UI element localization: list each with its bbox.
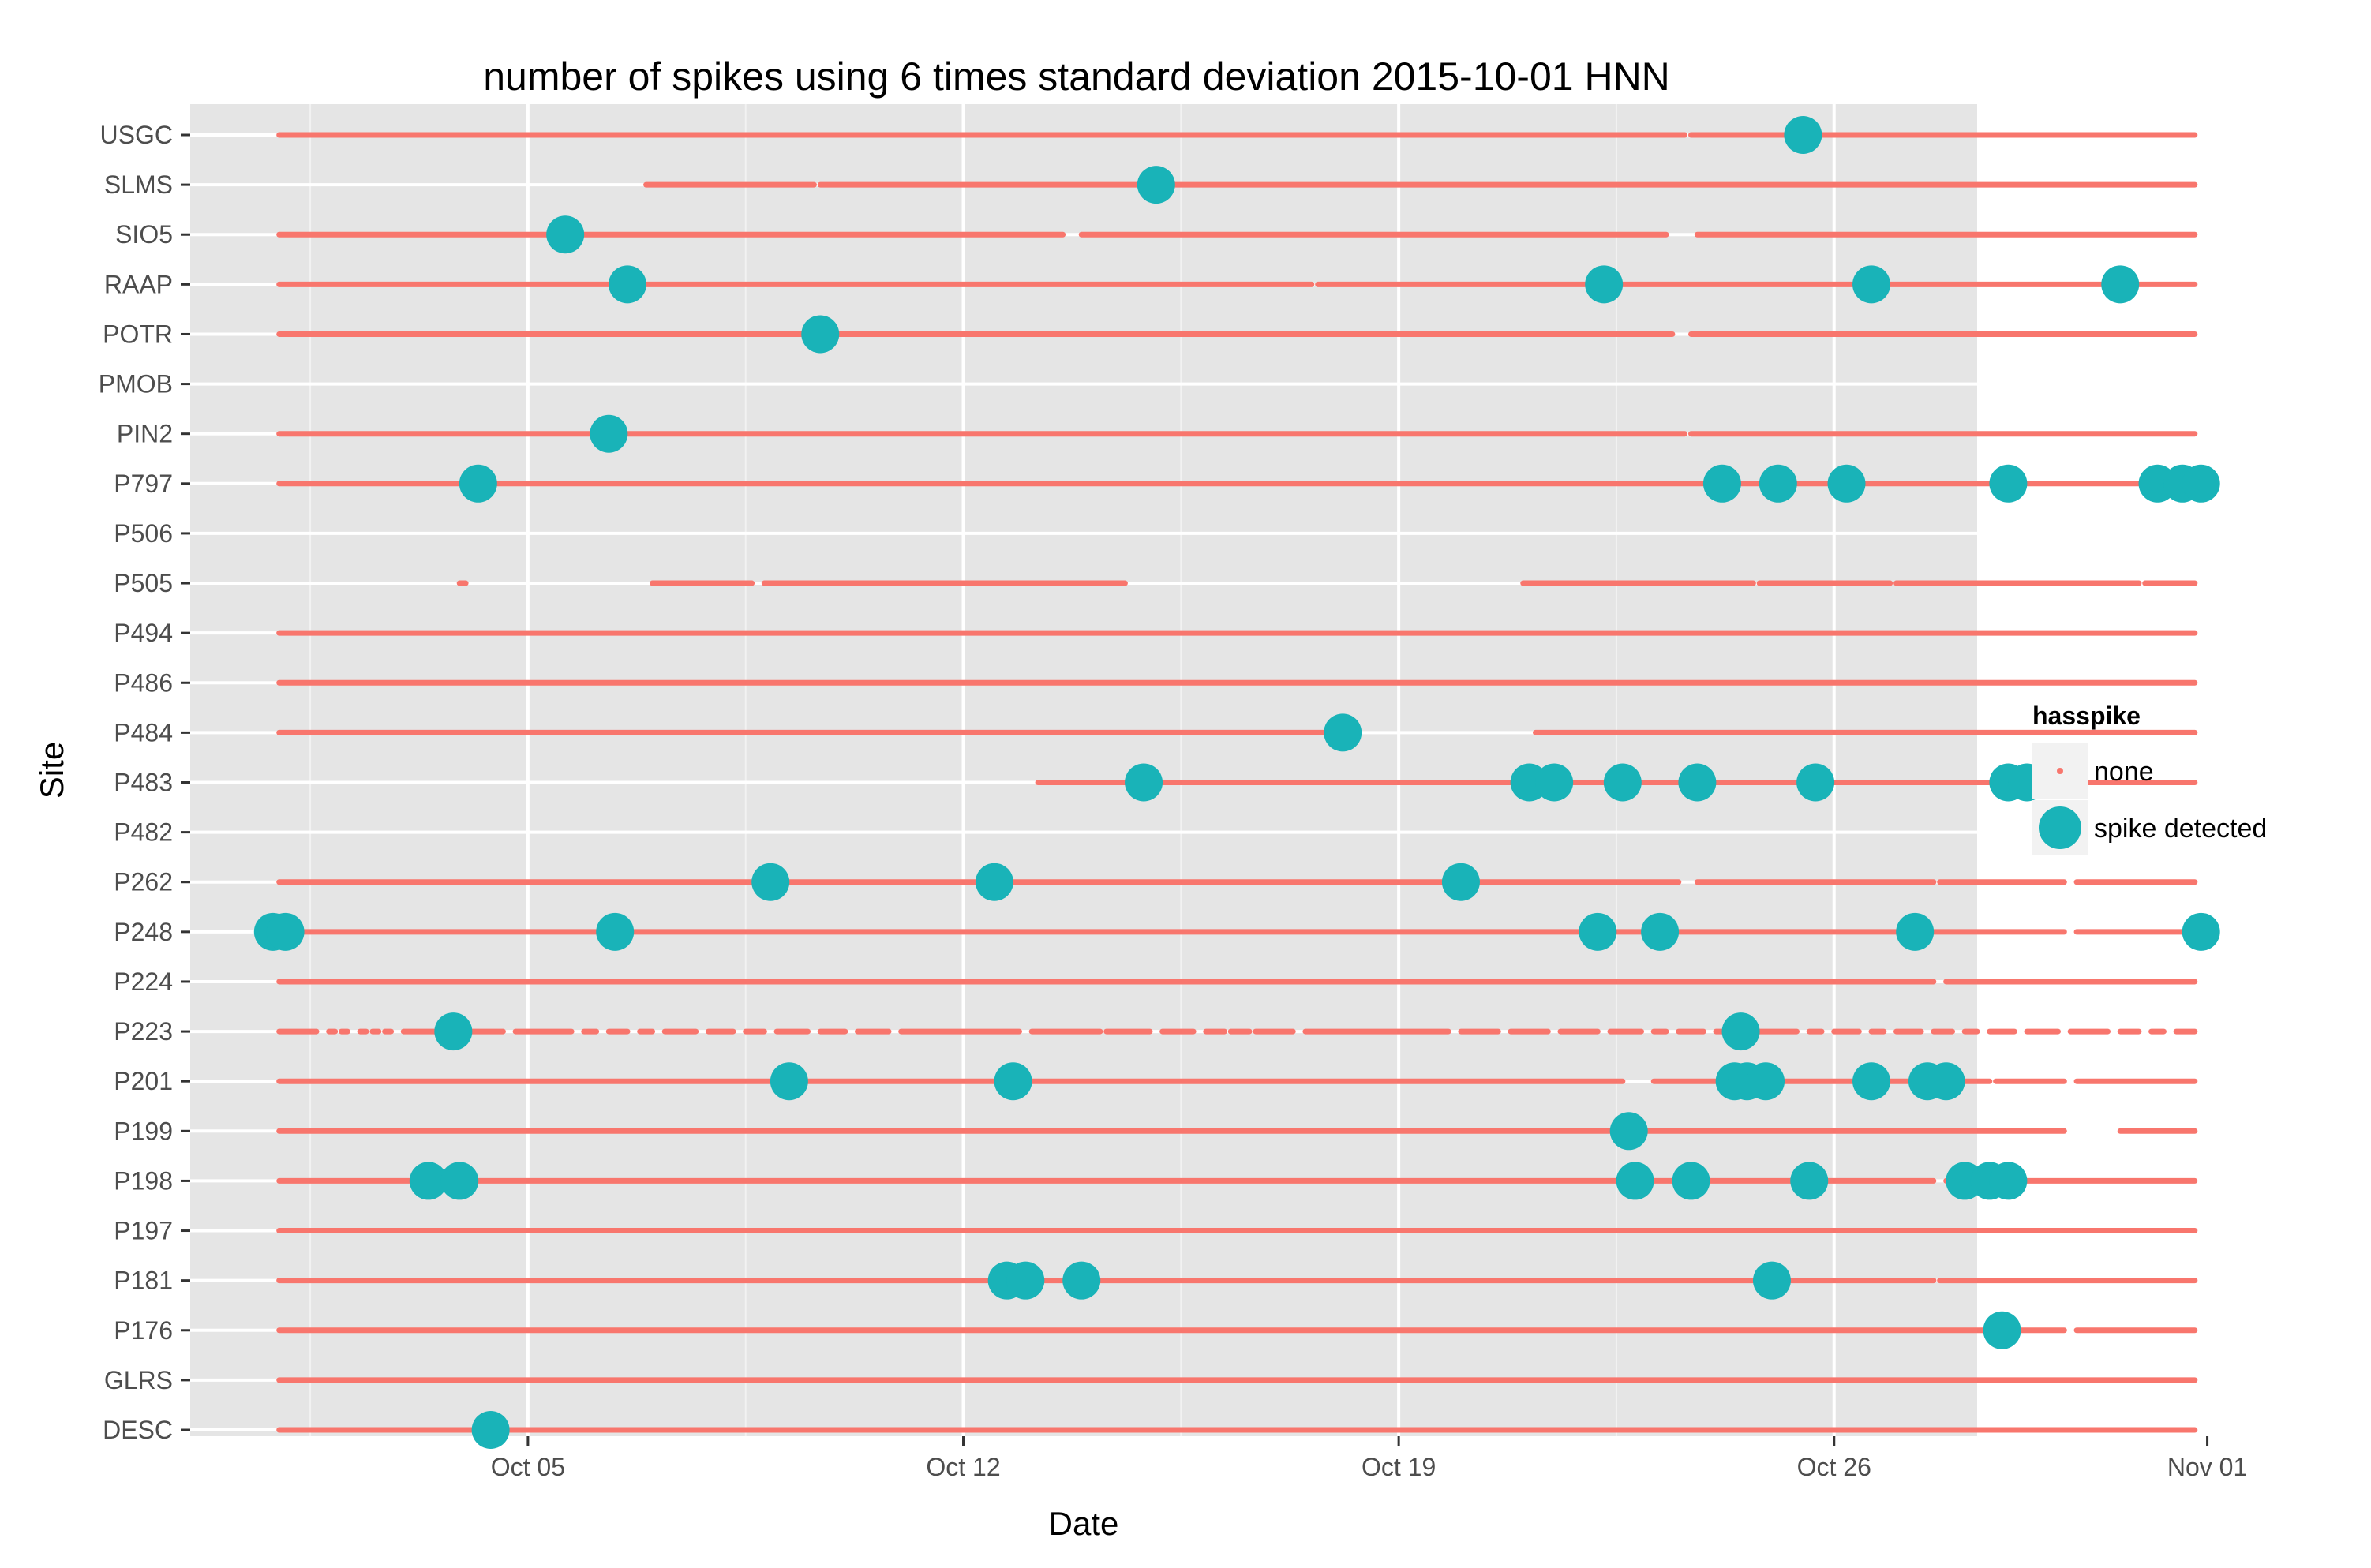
spike-series-points — [253, 116, 2220, 1449]
spike-point — [590, 414, 628, 453]
y-tick-label: DESC — [103, 1416, 173, 1444]
x-axis: Oct 05 Oct 12 Oct 19 Oct 26 Nov 01 — [491, 1436, 2247, 1481]
spike-point — [751, 863, 790, 901]
spike-point — [770, 1062, 808, 1101]
spike-point — [1721, 1012, 1760, 1051]
spike-point — [1585, 265, 1624, 304]
y-tick-label: P486 — [114, 668, 173, 697]
spike-point — [1616, 1162, 1654, 1200]
x-tick-label: Oct 12 — [926, 1453, 1000, 1481]
y-tick-label: P198 — [114, 1166, 173, 1195]
x-axis-title: Date — [1049, 1505, 1119, 1542]
spike-point — [1672, 1162, 1710, 1200]
spike-point — [1796, 763, 1835, 802]
spike-point — [2182, 912, 2220, 951]
spike-point — [1983, 1311, 2021, 1349]
x-tick-label: Oct 19 — [1362, 1453, 1436, 1481]
spike-point — [1137, 166, 1175, 204]
spike-point — [1852, 265, 1891, 304]
x-tick-label: Oct 26 — [1797, 1453, 1871, 1481]
spike-point — [471, 1411, 510, 1449]
spike-point — [1759, 464, 1797, 503]
y-tick-label: P506 — [114, 519, 173, 548]
spike-point — [1852, 1062, 1891, 1101]
legend-label-none: none — [2094, 757, 2154, 787]
spike-point — [1324, 713, 1362, 752]
y-tick-label: P484 — [114, 718, 173, 747]
spike-point — [1989, 1162, 2028, 1200]
spike-point — [1989, 464, 2028, 503]
spike-point — [266, 912, 305, 951]
spike-point — [459, 464, 497, 503]
y-tick-label: P505 — [114, 569, 173, 597]
legend-label-spike: spike detected — [2094, 814, 2267, 844]
y-tick-label: P248 — [114, 918, 173, 946]
spike-point — [1678, 763, 1717, 802]
y-tick-label: P797 — [114, 470, 173, 498]
y-tick-label: P223 — [114, 1017, 173, 1046]
legend-swatch-spike — [2039, 806, 2081, 849]
y-axis-title: Site — [33, 742, 70, 799]
plot-panel — [190, 104, 1977, 1436]
spike-point — [994, 1062, 1032, 1101]
y-tick-label: PMOB — [99, 370, 173, 399]
legend-title: hasspike — [2032, 702, 2141, 730]
y-tick-label: GLRS — [104, 1366, 173, 1394]
legend: hasspike none spike detected — [2032, 702, 2267, 855]
spike-point — [1603, 763, 1642, 802]
y-tick-label: PIN2 — [117, 420, 173, 448]
y-tick-label: USGC — [100, 121, 173, 149]
spike-point — [596, 912, 635, 951]
spike-point — [1747, 1062, 1785, 1101]
legend-swatch-none — [2057, 768, 2063, 774]
y-tick-label: P201 — [114, 1067, 173, 1095]
x-tick-label: Oct 05 — [491, 1453, 565, 1481]
spike-point — [975, 863, 1013, 901]
spike-point — [546, 215, 585, 254]
y-tick-label: P483 — [114, 769, 173, 797]
spike-point — [2101, 265, 2140, 304]
spike-point — [1006, 1261, 1045, 1300]
spike-point — [1641, 912, 1680, 951]
y-axis: USGC SLMS SIO5 RAAP POTR PMOB PIN2 P797 P506 P505… — [99, 121, 190, 1444]
spike-point — [409, 1162, 448, 1200]
spike-point — [1896, 912, 1935, 951]
spike-point — [2182, 464, 2220, 503]
spike-point — [1609, 1112, 1648, 1151]
spike-point — [1927, 1062, 1965, 1101]
y-tick-label: P176 — [114, 1316, 173, 1345]
chart-title: number of spikes using 6 times standard … — [483, 54, 1670, 99]
y-tick-label: P199 — [114, 1117, 173, 1145]
y-tick-label: P181 — [114, 1267, 173, 1295]
spike-point — [440, 1162, 479, 1200]
spike-point — [1125, 763, 1163, 802]
spike-point — [1579, 912, 1617, 951]
y-tick-label: SLMS — [104, 170, 173, 199]
y-tick-label: P482 — [114, 818, 173, 847]
spike-point — [1827, 464, 1866, 503]
y-tick-label: P224 — [114, 967, 173, 996]
y-tick-label: RAAP — [104, 270, 173, 298]
spike-point — [1752, 1261, 1791, 1300]
spike-point — [1702, 464, 1741, 503]
spike-point — [434, 1012, 473, 1051]
y-tick-label: P262 — [114, 868, 173, 896]
spike-point — [1790, 1162, 1829, 1200]
spike-point — [1441, 863, 1480, 901]
spike-point — [1784, 116, 1822, 154]
x-tick-label: Nov 01 — [2167, 1453, 2247, 1481]
spike-point — [1062, 1261, 1101, 1300]
spike-point — [1535, 763, 1574, 802]
spike-point — [608, 265, 646, 304]
y-tick-label: SIO5 — [115, 220, 173, 249]
y-tick-label: P494 — [114, 619, 173, 647]
spike-point — [801, 315, 840, 354]
y-tick-label: POTR — [103, 320, 173, 348]
y-tick-label: P197 — [114, 1217, 173, 1245]
